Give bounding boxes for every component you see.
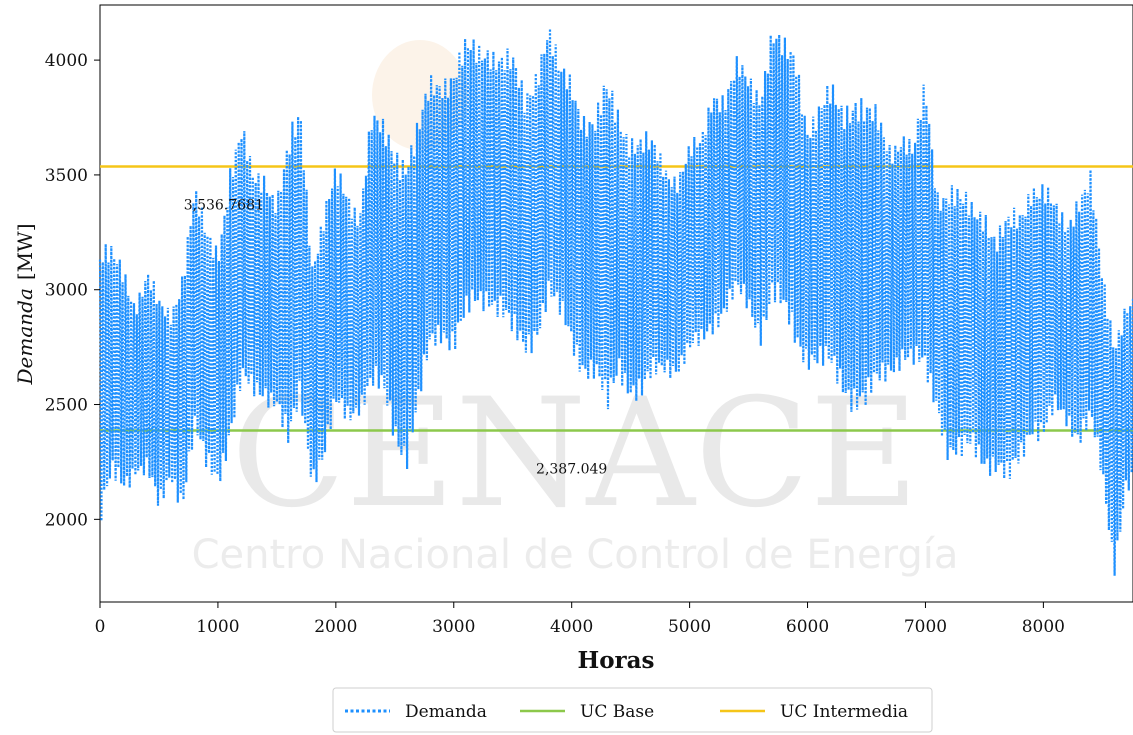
- x-tick-label-7000: 7000: [904, 617, 947, 637]
- ref-label-1: 3,536.7681: [184, 197, 264, 213]
- reference-labels: 2,387.049 3,536.7681: [184, 197, 608, 477]
- y-tick-label-2000: 2000: [45, 510, 88, 530]
- y-axis-title-units: [MW]: [13, 223, 37, 280]
- x-axis: 0 1000 2000 3000 4000 5000 6000 7000 8000: [95, 602, 1065, 637]
- watermark-subtitle: Centro Nacional de Control de Energía: [192, 532, 959, 578]
- x-tick-label-6000: 6000: [786, 617, 829, 637]
- y-tick-label-4000: 4000: [45, 51, 88, 71]
- x-axis-title: Horas: [577, 647, 654, 674]
- y-tick-label-3000: 3000: [45, 281, 88, 301]
- y-axis: 2000 2500 3000 3500 4000: [45, 51, 100, 530]
- x-tick-label-8000: 8000: [1022, 617, 1065, 637]
- watermark-title: CENACE: [231, 367, 919, 541]
- legend-label-1: UC Base: [580, 702, 654, 722]
- x-tick-label-0: 0: [95, 617, 106, 637]
- y-tick-label-3500: 3500: [45, 166, 88, 186]
- x-tick-label-3000: 3000: [432, 617, 475, 637]
- legend: Demanda UC Base UC Intermedia: [332, 687, 933, 733]
- legend-box: [332, 687, 933, 733]
- watermark: CENACE Centro Nacional de Control de Ene…: [192, 40, 959, 578]
- legend-label-2: UC Intermedia: [780, 702, 908, 722]
- y-tick-label-2500: 2500: [45, 396, 88, 416]
- x-tick-label-1000: 1000: [196, 617, 239, 637]
- plot-area: 2,387.049 3,536.7681: [98, 4, 1133, 603]
- ref-label-0: 2,387.049: [536, 461, 607, 477]
- y-axis-title-word: Demanda: [13, 288, 37, 385]
- legend-label-0: Demanda: [405, 702, 487, 722]
- x-tick-label-2000: 2000: [314, 617, 357, 637]
- y-axis-title: Demanda [MW]: [13, 223, 37, 385]
- x-tick-label-4000: 4000: [550, 617, 593, 637]
- demand-line: [98, 28, 1133, 576]
- x-tick-label-5000: 5000: [668, 617, 711, 637]
- demand-series: [98, 28, 1133, 576]
- watermark-logo-icon: [372, 40, 468, 150]
